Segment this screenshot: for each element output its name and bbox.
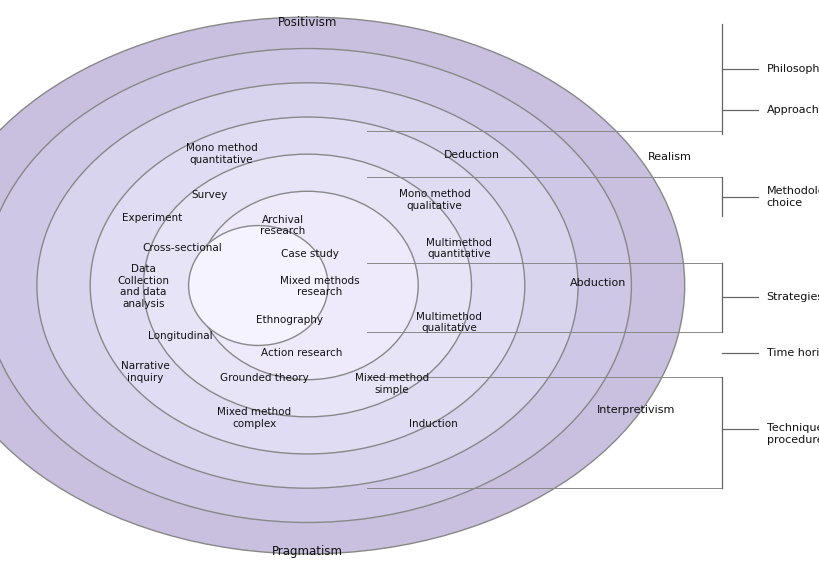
Text: Time horizon: Time horizon bbox=[766, 348, 819, 358]
Text: Realism: Realism bbox=[647, 152, 691, 162]
Text: Data
Collection
and data
analysis: Data Collection and data analysis bbox=[117, 264, 170, 309]
Text: Mixed method
simple: Mixed method simple bbox=[355, 373, 428, 395]
Text: Multimethod
qualitative: Multimethod qualitative bbox=[416, 312, 482, 333]
Text: Cross-sectional: Cross-sectional bbox=[142, 243, 222, 254]
Text: Archival
research: Archival research bbox=[260, 215, 305, 236]
Ellipse shape bbox=[143, 154, 471, 417]
Text: Experiment: Experiment bbox=[121, 213, 182, 223]
Text: Induction: Induction bbox=[408, 419, 457, 429]
Text: Interpretivism: Interpretivism bbox=[596, 405, 675, 415]
Text: Strategies: Strategies bbox=[766, 292, 819, 302]
Text: Philosophy: Philosophy bbox=[766, 63, 819, 74]
Text: Mixed method
complex: Mixed method complex bbox=[217, 407, 291, 429]
Ellipse shape bbox=[197, 191, 418, 380]
Ellipse shape bbox=[37, 83, 577, 488]
Text: Longitudinal: Longitudinal bbox=[148, 331, 212, 341]
Ellipse shape bbox=[0, 49, 631, 522]
Text: Mono method
quantitative: Mono method quantitative bbox=[185, 143, 257, 165]
Ellipse shape bbox=[188, 226, 328, 345]
Text: Pragmatism: Pragmatism bbox=[272, 545, 342, 557]
Text: Case study: Case study bbox=[281, 249, 338, 259]
Ellipse shape bbox=[0, 17, 684, 554]
Text: Approach: Approach bbox=[766, 104, 818, 115]
Text: Methodological
choice: Methodological choice bbox=[766, 186, 819, 208]
Text: Narrative
inquiry: Narrative inquiry bbox=[120, 361, 170, 383]
Text: Mixed methods
research: Mixed methods research bbox=[279, 276, 360, 297]
Text: Techniques and
procedures: Techniques and procedures bbox=[766, 423, 819, 445]
Text: Positivism: Positivism bbox=[278, 17, 337, 29]
Text: Multimethod
quantitative: Multimethod quantitative bbox=[426, 238, 491, 259]
Text: Survey: Survey bbox=[191, 190, 227, 200]
Ellipse shape bbox=[90, 117, 524, 454]
Text: Grounded theory: Grounded theory bbox=[219, 373, 308, 383]
Text: Abduction: Abduction bbox=[569, 278, 626, 288]
Text: Mono method
qualitative: Mono method qualitative bbox=[398, 189, 470, 211]
Text: Ethnography: Ethnography bbox=[256, 315, 323, 325]
Text: Deduction: Deduction bbox=[443, 150, 499, 160]
Text: Action research: Action research bbox=[260, 348, 342, 358]
